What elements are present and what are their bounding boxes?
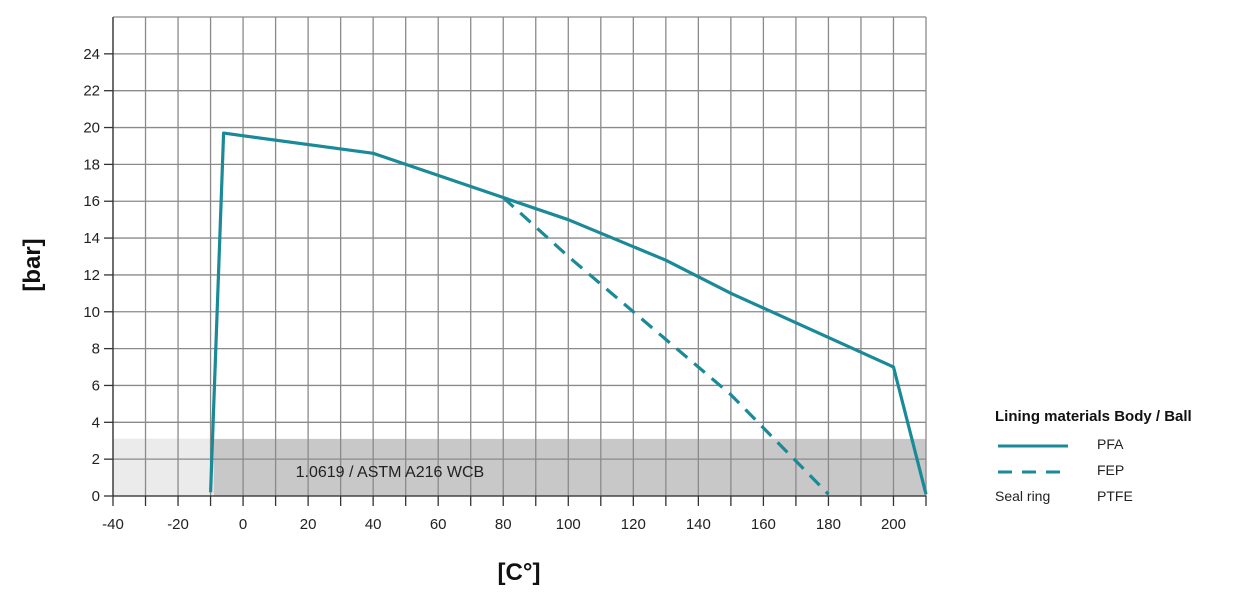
y-axis-title: [bar] [19, 238, 46, 291]
y-tick-label: 22 [83, 83, 100, 100]
y-tick-label: 10 [83, 304, 100, 321]
x-tick-label: 60 [430, 516, 447, 533]
band-label: 1.0619 / ASTM A216 WCB [296, 464, 485, 481]
legend-title: Lining materials Body / Ball [995, 408, 1192, 425]
band-dark [113, 438, 926, 496]
y-tick-label: 2 [92, 451, 100, 468]
x-tick-label: 80 [495, 516, 512, 533]
series-line-fep [502, 196, 830, 496]
series [209, 131, 928, 496]
y-tick-label: 0 [92, 488, 100, 505]
x-tick-label: 120 [621, 516, 646, 533]
legend-item-fep: FEP [995, 460, 1195, 482]
y-tick-label: 24 [83, 46, 100, 63]
x-tick-label: 20 [300, 516, 317, 533]
y-tick-label: 8 [92, 341, 100, 358]
y-tick-label: 14 [83, 230, 100, 247]
legend-swatch-solid [998, 444, 1068, 448]
legend-label-ptfe: PTFE [1097, 488, 1133, 504]
y-tick-label: 12 [83, 267, 100, 284]
axes [104, 17, 927, 506]
x-tick-label: -20 [167, 516, 189, 533]
y-tick-label: 20 [83, 120, 100, 137]
y-tick-label: 6 [92, 377, 100, 394]
legend-seal-ring-label: Seal ring [995, 488, 1051, 504]
x-tick-label: 140 [686, 516, 711, 533]
x-tick-label: 180 [816, 516, 841, 533]
series-line-pfa [209, 131, 928, 495]
band-light [113, 438, 214, 496]
x-tick-label: 40 [365, 516, 382, 533]
x-axis-title: [C°] [498, 559, 541, 586]
y-tick-label: 18 [83, 156, 100, 173]
x-tick-label: 100 [556, 516, 581, 533]
legend-item-pfa: PFA [995, 434, 1195, 456]
legend-label-pfa: PFA [1097, 436, 1124, 452]
x-tick-label: 0 [239, 516, 247, 533]
x-tick-label: -40 [102, 516, 124, 533]
grid [112, 16, 927, 497]
y-tick-label: 4 [92, 414, 100, 431]
x-tick-label: 160 [751, 516, 776, 533]
tick-labels: -40 -20 0 20 40 60 80 100 120 140 160 180 2000246810… [83, 46, 906, 533]
legend-swatch-dashed [998, 470, 1068, 474]
legend-label-fep: FEP [1097, 462, 1125, 478]
x-tick-label: 200 [881, 516, 906, 533]
material-band [113, 438, 926, 496]
legend-item-seal-ring: Seal ring PTFE [995, 486, 1195, 508]
y-tick-label: 16 [83, 193, 100, 210]
